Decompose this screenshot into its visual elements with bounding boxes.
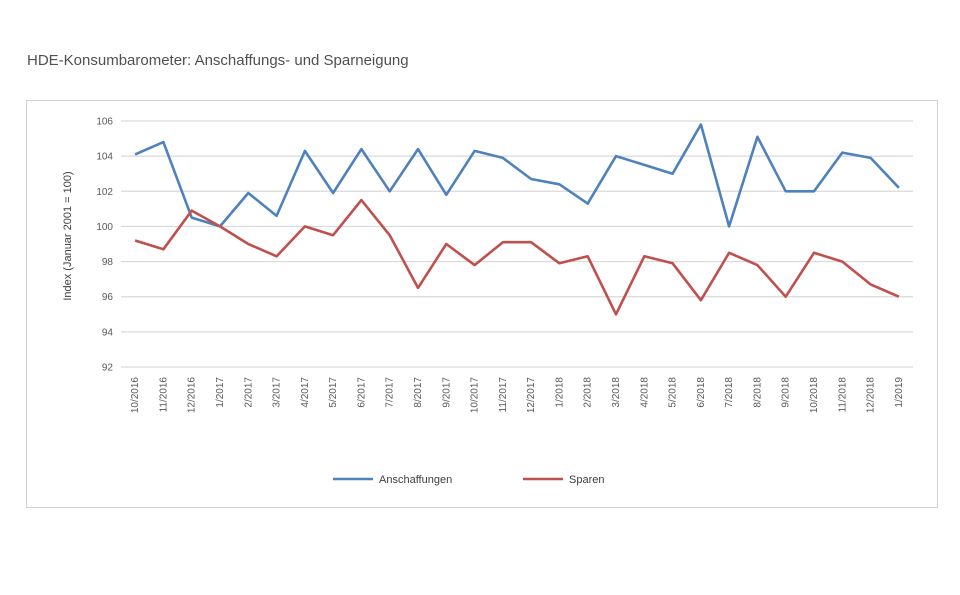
x-tick-label: 1/2018 — [554, 377, 565, 408]
x-tick-label: 5/2017 — [328, 377, 339, 408]
x-axis-ticks: 10/2016 11/2016 12/2016 1/2017 2/2017 3/2017 4… — [130, 377, 905, 414]
y-tick-label: 92 — [102, 363, 114, 374]
x-tick-label: 2/2017 — [243, 377, 254, 408]
x-tick-label: 10/2018 — [809, 377, 820, 414]
x-tick-label: 3/2017 — [272, 377, 283, 408]
x-tick-label: 7/2017 — [385, 377, 396, 408]
gridlines — [121, 120, 913, 368]
x-tick-label: 1/2019 — [894, 377, 905, 408]
x-tick-label: 10/2017 — [470, 377, 481, 414]
x-tick-label: 10/2016 — [130, 377, 141, 414]
y-tick-label: 96 — [102, 292, 114, 303]
page-title: HDE-Konsumbarometer: Anschaffungs- und S… — [27, 52, 409, 69]
y-tick-label: 104 — [96, 152, 113, 163]
line-chart: 92 94 96 98 100 102 104 106 10/2016 11/2016 12/20… — [62, 117, 913, 486]
x-tick-label: 2/2018 — [583, 377, 594, 408]
x-tick-label: 12/2017 — [526, 377, 537, 414]
series-line-anschaffungen — [134, 123, 900, 228]
series-lines — [134, 123, 900, 316]
x-tick-label: 7/2018 — [724, 377, 735, 408]
y-axis-label: Index (Januar 2001 = 100) — [62, 171, 74, 300]
x-tick-label: 1/2017 — [215, 377, 226, 408]
y-tick-label: 100 — [96, 222, 113, 233]
y-tick-label: 94 — [102, 327, 114, 338]
x-tick-label: 12/2016 — [187, 377, 198, 414]
x-tick-label: 11/2017 — [498, 377, 509, 413]
x-tick-label: 9/2018 — [781, 377, 792, 408]
y-axis-ticks: 92 94 96 98 100 102 104 106 — [96, 117, 113, 374]
x-tick-label: 6/2018 — [696, 377, 707, 408]
chart-frame: 92 94 96 98 100 102 104 106 10/2016 11/2016 12/20… — [26, 100, 938, 508]
x-tick-label: 4/2018 — [639, 377, 650, 408]
legend-label: Anschaffungen — [379, 474, 452, 486]
x-tick-label: 11/2018 — [837, 377, 848, 413]
legend: Anschaffungen Sparen — [333, 474, 604, 486]
x-tick-label: 5/2018 — [668, 377, 679, 408]
x-tick-label: 6/2017 — [356, 377, 367, 408]
legend-label: Sparen — [569, 474, 604, 486]
x-tick-label: 8/2017 — [413, 377, 424, 408]
x-tick-label: 9/2017 — [441, 377, 452, 408]
x-tick-label: 3/2018 — [611, 377, 622, 408]
x-tick-label: 11/2016 — [158, 377, 169, 413]
y-tick-label: 106 — [96, 117, 113, 128]
x-tick-label: 4/2017 — [300, 377, 311, 408]
x-tick-label: 12/2018 — [866, 377, 877, 414]
x-tick-label: 8/2018 — [752, 377, 763, 408]
series-line-sparen — [134, 198, 900, 316]
y-tick-label: 98 — [102, 257, 114, 268]
y-tick-label: 102 — [96, 187, 113, 198]
